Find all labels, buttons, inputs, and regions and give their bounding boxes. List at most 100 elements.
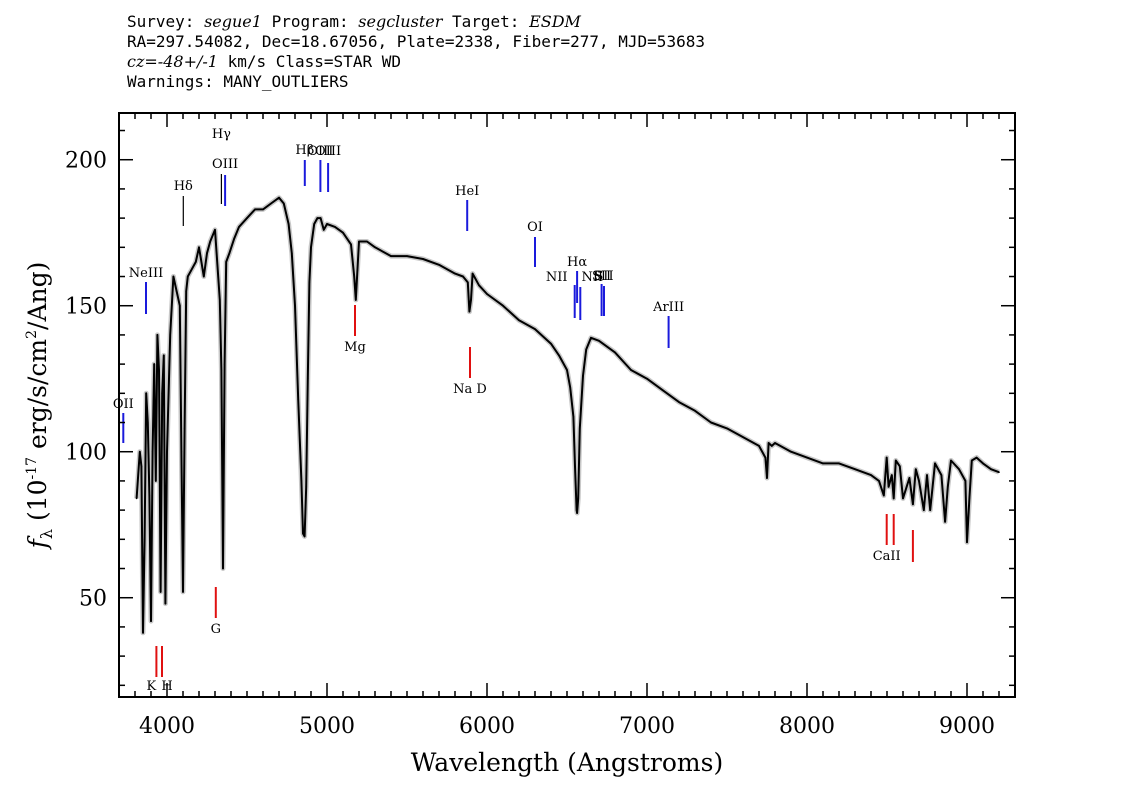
spectrum-point: [139, 450, 141, 453]
spectrum-point: [975, 456, 978, 459]
spectrum-point: [971, 459, 973, 462]
spectrum-point: [758, 445, 760, 447]
spectrum-point: [316, 217, 319, 219]
spectrum-point: [334, 226, 336, 228]
spectrum-point: [912, 503, 914, 506]
spectrum-point: [158, 369, 160, 371]
x-tick-label-6000: 6000: [459, 714, 515, 739]
spectrum-point: [598, 340, 600, 342]
line-label-12: NII: [581, 270, 603, 285]
line-label-19: Mg: [344, 340, 366, 355]
spectrum-point: [169, 334, 171, 336]
survey-key: Survey:: [127, 12, 195, 31]
spectrum-point: [902, 497, 904, 500]
spectrum-point: [145, 392, 147, 395]
spectrum-point: [726, 427, 728, 430]
x-axis-title: Wavelength (Angstroms): [411, 748, 723, 777]
y-axis-title: fλ (10-17 erg/s/cm2/Ang): [23, 262, 56, 551]
line-label-10: NII: [546, 270, 568, 285]
line-label-18: G: [211, 622, 221, 637]
spectrum-point: [982, 462, 984, 465]
spectrum-point: [582, 375, 584, 377]
spectrum-point: [694, 410, 696, 412]
spectrum-point: [287, 223, 290, 225]
cz-value: -48+/-1: [157, 52, 218, 71]
spectrum-point: [220, 369, 223, 371]
spectrum-point: [742, 436, 744, 438]
spectrum-point: [223, 363, 226, 365]
line-label-20: Na D: [453, 382, 487, 397]
spectrum-point: [198, 246, 200, 249]
spectrum-point: [892, 497, 895, 500]
spectrum-point: [147, 421, 149, 424]
spectrum-point: [891, 474, 893, 476]
spectrum-point: [467, 281, 469, 284]
line-label-13: SII: [592, 269, 611, 284]
spectrum-point: [150, 620, 152, 622]
line-label-2: Hδ: [174, 179, 193, 194]
spectrum-point: [887, 486, 890, 488]
spectrum-point: [140, 465, 143, 468]
spectrum-point: [518, 319, 520, 322]
spectrum-point: [262, 208, 264, 211]
spectrum-point: [767, 442, 770, 444]
spectrum-point: [246, 217, 248, 219]
spectrum-point: [225, 261, 227, 263]
spectrum-point: [291, 252, 293, 254]
line-label-5: Hβ: [295, 143, 314, 158]
spectrum-point: [966, 541, 968, 543]
spectrum-point: [934, 462, 936, 465]
line-label-3: Hγ: [212, 127, 231, 142]
spectrum-point: [614, 351, 616, 354]
spectrum-point: [406, 255, 408, 257]
line-label-21: CaII: [873, 549, 901, 564]
spectrum-point: [838, 462, 840, 465]
spectrum-point: [926, 474, 928, 476]
spectrum-point: [576, 512, 578, 514]
line-label-16: K: [147, 679, 157, 694]
spectrum-point: [883, 494, 885, 497]
line-label-14: SII: [594, 269, 613, 284]
spectrum-point: [574, 465, 576, 468]
spectrum-point: [374, 246, 376, 249]
spectrum-point: [307, 377, 309, 380]
spectrum-point: [283, 202, 285, 205]
spectrum-point: [771, 445, 773, 447]
spectrum-point: [182, 591, 184, 593]
spectrum-point: [278, 196, 280, 199]
spectrum-point: [350, 243, 352, 246]
spectrum-point: [270, 202, 272, 205]
spectrum-point: [300, 480, 303, 482]
spectrum-point: [885, 456, 888, 459]
spectrum-point: [579, 427, 581, 430]
line-label-11: Hα: [567, 255, 587, 270]
spectrum-point: [915, 468, 917, 471]
spectrum-point: [342, 231, 344, 234]
spectrum-point: [161, 392, 163, 395]
spectrum-point: [366, 240, 368, 243]
line-label-7: OIII: [315, 144, 341, 159]
spectrum-point: [179, 304, 181, 307]
spectrum-point: [228, 252, 231, 254]
program-value: segcluster: [358, 12, 443, 31]
line-label-0: OII: [113, 397, 134, 412]
spectrum-point: [172, 275, 175, 278]
spectrum-point: [214, 229, 216, 231]
spectrum-point: [958, 468, 960, 471]
spectrum-point: [462, 275, 464, 278]
x-tick-label-4000: 4000: [139, 714, 195, 739]
spectrum-point: [923, 509, 925, 511]
spectrum-point: [156, 334, 159, 336]
cz-rest: km/s Class=STAR WD: [217, 52, 401, 71]
spectrum-point: [569, 386, 571, 389]
x-axis-ticks: 4000 5000 6000 7000 8000 9000: [118, 113, 1016, 739]
spectrum-point: [662, 389, 664, 392]
line-label-15: ArIII: [652, 300, 684, 315]
spectrum-header: Survey: segue1 Program: segcluster Targe…: [127, 12, 705, 92]
spectrum-point: [940, 474, 943, 476]
spectrum-point: [899, 465, 901, 468]
spectrum-point: [854, 468, 856, 471]
spectrum-point: [764, 456, 767, 459]
spectrum-point: [164, 602, 167, 605]
spectrum-point: [774, 442, 776, 444]
